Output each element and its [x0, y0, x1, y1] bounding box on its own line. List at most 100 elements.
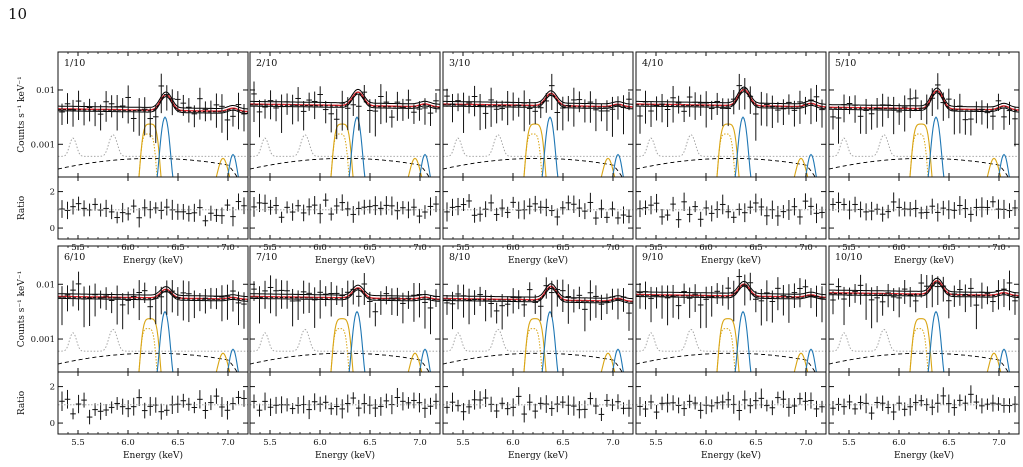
y-tick-label: 0.01	[36, 280, 55, 290]
spectrum-area	[829, 270, 1019, 372]
blue-component	[156, 310, 239, 372]
ratio-y-tick-label: 0	[50, 419, 55, 429]
ratio-frame	[57, 371, 249, 435]
page-number: 10	[8, 5, 28, 23]
x-tick-label: 7.0	[799, 438, 813, 448]
x-axis-label: Energy (keV)	[894, 450, 954, 461]
ratio-y-tick-label: 2	[50, 188, 55, 198]
yellow-dotted-component	[523, 328, 543, 372]
dotted-component	[250, 134, 440, 157]
dashed-continuum	[443, 352, 623, 372]
ratio-y-tick-label: 2	[50, 383, 55, 393]
ratio-area	[443, 387, 633, 423]
x-tick-label: 6.0	[121, 438, 135, 448]
ratio-frame	[249, 176, 441, 240]
model-upper	[58, 286, 248, 298]
ratio-frame	[635, 176, 827, 240]
panel-label: 3/10	[449, 58, 470, 69]
x-axis-label: Energy (keV)	[315, 450, 375, 461]
dashed-continuum	[829, 352, 1009, 372]
x-tick-label: 5.5	[649, 438, 663, 448]
x-axis-label: Energy (keV)	[508, 450, 568, 461]
spectrum-area	[250, 273, 440, 372]
model-dashed	[829, 281, 1019, 297]
yellow-dotted-component	[330, 328, 350, 372]
dotted-component	[636, 134, 826, 157]
model-upper	[443, 283, 633, 300]
panel-6: 5.5 6.0 6.5 7.0 0.01 0.001 0 2 6/10 Energy (keV)	[31, 245, 249, 461]
x-tick-label: 5.5	[456, 438, 470, 448]
yellow-dotted-component	[716, 133, 736, 177]
yellow-dotted-component	[716, 328, 736, 372]
spectrum-frame	[249, 51, 441, 178]
blue-component	[927, 116, 1010, 177]
ratio-y-tick-label: 0	[50, 224, 55, 234]
panel-label: 1/10	[64, 58, 85, 69]
spectrum-area	[636, 269, 826, 372]
x-tick-label: 6.5	[363, 438, 377, 448]
model-upper	[250, 88, 440, 105]
ratio-area	[636, 388, 826, 421]
x-axis-label: Energy (keV)	[701, 255, 761, 266]
panel-label: 9/10	[642, 252, 663, 263]
spectrum-area	[829, 73, 1019, 177]
ratio-area	[250, 193, 440, 224]
panel-label: 7/10	[256, 252, 277, 263]
ylabel-top: Counts s⁻¹ keV⁻¹	[17, 271, 27, 347]
blue-component	[348, 310, 431, 372]
spectrum-area	[443, 277, 633, 372]
spectrum-frame	[828, 51, 1020, 178]
yellow-dotted-component	[330, 133, 350, 177]
ratio-area	[443, 192, 633, 226]
x-tick-label: 7.0	[221, 438, 235, 448]
yellow-dotted-component	[909, 328, 929, 372]
fit-line	[443, 285, 633, 302]
ratio-frame	[249, 371, 441, 435]
ratio-area	[829, 385, 1019, 421]
dotted-component	[829, 134, 1019, 157]
panel-label: 8/10	[449, 252, 470, 263]
panel-label: 5/10	[835, 58, 856, 69]
ratio-frame	[828, 371, 1020, 435]
ratio-frame	[442, 176, 634, 240]
x-axis-label: Energy (keV)	[123, 255, 183, 266]
ratio-area	[58, 193, 248, 228]
spectrum-area	[636, 73, 826, 177]
x-tick-label: 5.5	[842, 438, 856, 448]
model-upper	[829, 277, 1019, 294]
x-tick-label: 6.5	[556, 438, 570, 448]
spectrum-frame	[442, 51, 634, 178]
y-tick-label: 0.001	[31, 140, 55, 150]
y-tick-label: 0.001	[31, 335, 55, 345]
x-tick-label: 6.0	[699, 438, 713, 448]
x-tick-label: 6.0	[313, 438, 327, 448]
dashed-continuum	[250, 157, 430, 177]
blue-component	[156, 116, 239, 177]
dashed-continuum	[443, 157, 623, 177]
spectrum-frame	[635, 51, 827, 178]
blue-component	[734, 310, 817, 372]
blue-component	[348, 116, 431, 177]
spectrum-area	[58, 271, 248, 372]
blue-component	[927, 310, 1010, 372]
ylabel-bottom: Ratio	[17, 196, 27, 220]
yellow-dotted-component	[138, 328, 158, 372]
ratio-area	[829, 192, 1019, 222]
x-tick-label: 7.0	[992, 438, 1006, 448]
fit-line	[636, 283, 826, 299]
x-tick-label: 6.5	[749, 438, 763, 448]
spectrum-area	[58, 73, 248, 177]
yellow-component	[330, 318, 423, 372]
panel-10: 5.5 6.0 6.5 7.0 10/10 Energy (keV)	[828, 245, 1020, 461]
spectrum-area	[443, 73, 633, 177]
ratio-frame	[57, 176, 249, 240]
spectrum-area	[250, 81, 440, 177]
yellow-component	[523, 318, 616, 372]
dotted-component	[443, 134, 633, 157]
